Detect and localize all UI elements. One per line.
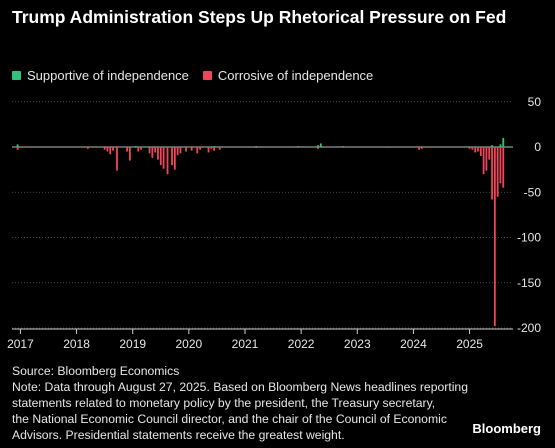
bar-corrosive bbox=[159, 147, 162, 166]
bar-corrosive bbox=[218, 147, 221, 150]
legend-label-corrosive: Corrosive of independence bbox=[217, 67, 374, 83]
note-line: the National Economic Council director, … bbox=[12, 412, 447, 426]
bar-supportive bbox=[297, 146, 300, 147]
bar-corrosive bbox=[157, 147, 159, 160]
x-tick-label: 2021 bbox=[232, 337, 259, 351]
bloomberg-logo: Bloomberg bbox=[472, 421, 541, 436]
legend-item-supportive: Supportive of independence bbox=[12, 68, 189, 83]
source-note: Source: Bloomberg Economics bbox=[12, 364, 180, 378]
bar-supportive bbox=[319, 143, 322, 147]
note-line: Note: Data through August 27, 2025. Base… bbox=[12, 380, 468, 394]
bar-corrosive bbox=[140, 147, 143, 150]
x-tick-label: 2024 bbox=[400, 337, 427, 351]
bar-corrosive bbox=[112, 147, 114, 151]
bar-corrosive bbox=[496, 147, 499, 197]
x-tick-label: 2020 bbox=[176, 337, 203, 351]
y-tick-label: -200 bbox=[517, 321, 541, 335]
bar-supportive bbox=[342, 146, 345, 147]
bar-corrosive bbox=[491, 147, 493, 200]
bar-corrosive bbox=[116, 147, 118, 171]
bar-corrosive bbox=[468, 147, 471, 149]
bar-corrosive bbox=[477, 147, 479, 152]
bar-corrosive bbox=[129, 147, 131, 161]
bar-corrosive bbox=[471, 147, 474, 150]
bar-corrosive bbox=[190, 147, 193, 151]
bar-corrosive bbox=[154, 147, 157, 153]
legend-item-corrosive: Corrosive of independence bbox=[202, 67, 374, 83]
x-tick-label: 2023 bbox=[344, 337, 371, 351]
bar-corrosive bbox=[474, 147, 477, 153]
bar-corrosive bbox=[199, 147, 201, 150]
legend-swatch-supportive bbox=[12, 70, 21, 80]
legend-label-supportive: Supportive of independence bbox=[27, 67, 189, 83]
bar-corrosive bbox=[196, 147, 199, 154]
bar-corrosive bbox=[493, 147, 496, 327]
x-tick-label: 2018 bbox=[63, 337, 90, 351]
bar-corrosive bbox=[166, 147, 169, 175]
bar-supportive bbox=[213, 146, 216, 147]
bar-supportive bbox=[502, 137, 505, 147]
bar-corrosive bbox=[207, 147, 210, 153]
y-tick-label: 50 bbox=[528, 95, 542, 109]
bar-corrosive bbox=[213, 147, 216, 151]
note-line: statements related to monetary policy by… bbox=[12, 396, 436, 410]
bar-corrosive bbox=[148, 147, 151, 154]
bar-corrosive bbox=[173, 147, 176, 170]
bar-corrosive bbox=[210, 147, 213, 149]
bar-corrosive bbox=[137, 147, 140, 152]
bar-corrosive bbox=[485, 147, 488, 171]
bar-corrosive bbox=[171, 147, 173, 166]
bar-supportive bbox=[499, 144, 502, 147]
bar-corrosive bbox=[387, 147, 390, 148]
bar-corrosive bbox=[151, 147, 154, 158]
bar-corrosive bbox=[109, 147, 112, 155]
bar-corrosive bbox=[317, 147, 319, 149]
y-tick-label: -50 bbox=[524, 185, 542, 199]
bar-corrosive bbox=[420, 147, 423, 149]
bar-supportive bbox=[255, 146, 258, 147]
bar-supportive bbox=[317, 145, 319, 147]
bar-corrosive bbox=[255, 147, 258, 148]
y-tick-label: -150 bbox=[517, 276, 541, 290]
bar-supportive bbox=[134, 146, 137, 147]
bar-corrosive bbox=[126, 147, 128, 152]
bar-corrosive bbox=[103, 147, 106, 150]
bar-corrosive bbox=[176, 147, 179, 156]
bar-supportive bbox=[16, 144, 19, 147]
y-tick-label: 0 bbox=[534, 140, 541, 154]
x-tick-label: 2019 bbox=[119, 337, 146, 351]
legend-swatch-corrosive bbox=[202, 70, 212, 80]
bar-corrosive bbox=[179, 147, 182, 154]
x-tick-label: 2022 bbox=[288, 337, 315, 351]
bar-corrosive bbox=[86, 147, 89, 149]
bar-corrosive bbox=[418, 147, 420, 150]
y-tick-label: -100 bbox=[517, 231, 541, 245]
bar-corrosive bbox=[482, 147, 485, 175]
bar-corrosive bbox=[162, 147, 165, 169]
bar-corrosive bbox=[499, 147, 502, 184]
bar-supportive bbox=[491, 145, 493, 147]
legend: Supportive of independence Corrosive of … bbox=[12, 67, 387, 83]
bar-corrosive bbox=[488, 147, 491, 160]
bar-corrosive bbox=[185, 147, 187, 152]
note-line: Advisors. Presidential statements receiv… bbox=[12, 428, 345, 442]
x-tick-label: 2017 bbox=[7, 337, 34, 351]
bar-corrosive bbox=[106, 147, 109, 152]
bar-corrosive bbox=[479, 147, 482, 157]
bar-corrosive bbox=[16, 147, 19, 150]
x-tick-label: 2025 bbox=[456, 337, 483, 351]
chart-footer: Source: Bloomberg Economics Note: Data t… bbox=[12, 363, 542, 443]
chart-title: Trump Administration Steps Up Rhetorical… bbox=[12, 7, 507, 27]
bar-corrosive bbox=[502, 147, 505, 188]
